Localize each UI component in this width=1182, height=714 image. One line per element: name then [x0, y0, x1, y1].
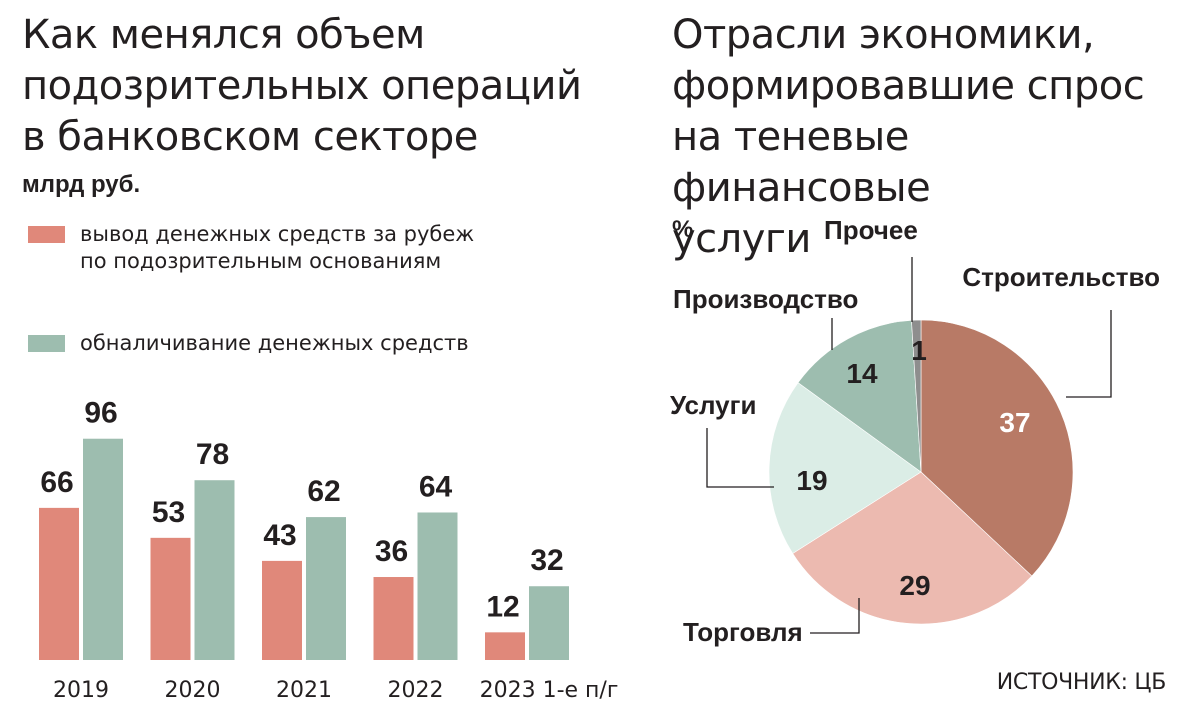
category-label: 2022 [388, 678, 444, 703]
bar-chart-title: Как менялся объем подозрительных операци… [22, 10, 622, 163]
bar-chart-unit: млрд руб. [22, 171, 141, 198]
bar-export-3 [373, 577, 414, 660]
bar-value-label: 53 [152, 496, 185, 529]
category-label: 2021 [276, 678, 332, 703]
pie-category-label: Строительство [962, 262, 1160, 292]
bar-export-4 [485, 632, 525, 660]
pie-value-label: 37 [999, 407, 1030, 438]
pie-chart-title-line: формировавшие спрос [672, 63, 1145, 109]
legend-swatch-export [28, 226, 65, 243]
pie-slice-1 [792, 471, 1033, 625]
leader-line-construction [1066, 310, 1112, 398]
bar-value-label: 64 [419, 470, 453, 503]
pie-category-label: Услуги [670, 390, 756, 420]
pie-chart-title: Отрасли экономики, формировавшие спрос н… [672, 10, 1172, 265]
bar-value-label: 32 [530, 544, 563, 577]
bar-chart-title-line: подозрительных операций [22, 63, 582, 109]
category-label: 2023 1-е п/г [480, 678, 619, 703]
bar-value-label: 43 [263, 519, 296, 552]
legend-label-cash: обналичивание денежных средств [80, 331, 469, 355]
pie-slice-3 [797, 319, 922, 473]
pie-category-label: Прочее [824, 215, 918, 245]
bar-cash-1 [194, 480, 235, 660]
pie-value-label: 29 [899, 570, 930, 601]
leader-line-services [706, 428, 774, 488]
pie-chart-title-line: на теневые финансовые [672, 114, 931, 211]
bar-export-0 [39, 507, 79, 660]
pie-category-label: Производство [673, 284, 858, 314]
bar-cash-0 [83, 438, 123, 660]
pie-slice-2 [768, 382, 922, 554]
pie-chart-title-line: услуги [672, 216, 811, 262]
pie-chart-title-line: Отрасли экономики, [672, 12, 1095, 58]
pie-value-label: 14 [846, 358, 878, 389]
bar-chart-title-line: в банковском секторе [22, 114, 478, 160]
bar-value-label: 12 [486, 590, 519, 623]
source-note: ИСТОЧНИК: ЦБ [996, 670, 1167, 695]
bar-value-label: 96 [84, 397, 117, 430]
legend-label-export: вывод денежных средств за рубеж по подоз… [80, 222, 475, 273]
bar-export-1 [150, 537, 191, 660]
bar-value-label: 66 [40, 466, 73, 499]
bar-export-2 [262, 560, 302, 660]
category-label: 2019 [53, 678, 109, 703]
pie-category-label: Торговля [683, 617, 803, 647]
bar-chart-title-line: Как менялся объем [22, 12, 425, 58]
pie-slice-0 [920, 319, 1074, 577]
bar-cash-4 [529, 586, 569, 660]
bar-chart: 66 96 2019 53 78 2020 43 62 2021 36 64 2022 12 32 2023… [39, 397, 619, 703]
bar-cash-2 [306, 517, 346, 660]
bar-value-label: 62 [307, 475, 340, 508]
leader-line-trade [810, 598, 860, 634]
pie-chart-unit: % [672, 216, 694, 243]
pie-value-label: 19 [796, 465, 827, 496]
bar-value-label: 78 [196, 438, 229, 471]
bar-value-label: 36 [375, 535, 408, 568]
pie-value-label: 1 [911, 335, 927, 366]
legend-swatch-cash [28, 335, 65, 352]
bar-cash-3 [417, 512, 458, 660]
category-label: 2020 [165, 678, 221, 703]
